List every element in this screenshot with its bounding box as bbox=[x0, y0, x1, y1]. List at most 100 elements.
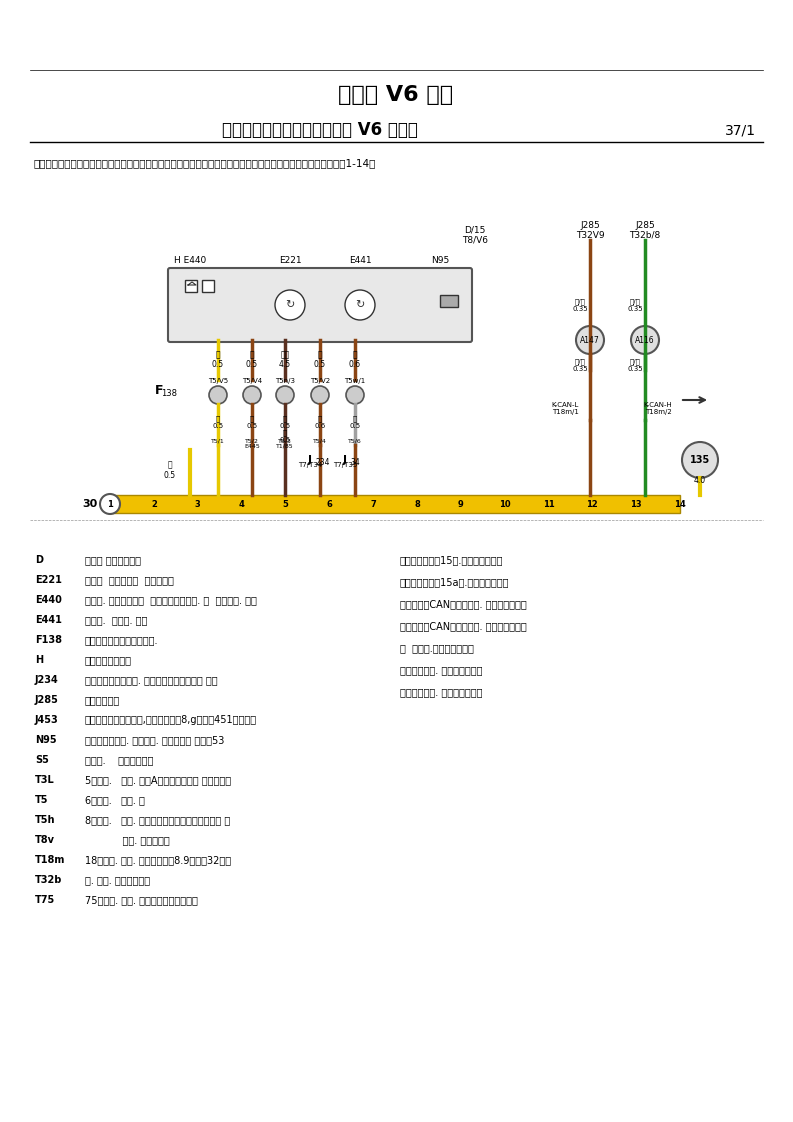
Text: J285: J285 bbox=[635, 221, 655, 230]
Text: D: D bbox=[35, 555, 43, 565]
Text: －  接地点.在中央电器左侧: － 接地点.在中央电器左侧 bbox=[400, 643, 474, 653]
Text: 黄
0.5: 黄 0.5 bbox=[213, 415, 224, 429]
Text: N95: N95 bbox=[431, 256, 449, 265]
Text: 棕/橙
0.35: 棕/橙 0.35 bbox=[627, 358, 643, 371]
Circle shape bbox=[345, 289, 375, 320]
Bar bbox=[202, 280, 214, 292]
Text: 一连接线（CAN总线高位）. 在仪表板线束内: 一连接线（CAN总线高位）. 在仪表板线束内 bbox=[400, 599, 527, 609]
Text: 7: 7 bbox=[370, 499, 376, 508]
Text: 18针插头. 黑色. 要继电器板上8.9号位上32针插: 18针插头. 黑色. 要继电器板上8.9号位上32针插 bbox=[85, 855, 231, 865]
Text: D/15: D/15 bbox=[465, 226, 485, 234]
Circle shape bbox=[576, 327, 604, 355]
Text: 13: 13 bbox=[630, 499, 642, 508]
Text: F: F bbox=[155, 384, 163, 396]
Text: 234: 234 bbox=[315, 458, 330, 467]
Text: 12: 12 bbox=[587, 499, 598, 508]
Circle shape bbox=[311, 386, 329, 404]
Text: 11: 11 bbox=[542, 499, 554, 508]
Text: H: H bbox=[35, 655, 43, 665]
Circle shape bbox=[100, 494, 120, 514]
Text: 多功能方向盘电路图（帕萨特 V6 轿车）: 多功能方向盘电路图（帕萨特 V6 轿车） bbox=[222, 121, 418, 139]
Text: 4.0: 4.0 bbox=[694, 476, 706, 485]
Text: T5/2
E445: T5/2 E445 bbox=[244, 438, 260, 449]
Text: 黄
0.5: 黄 0.5 bbox=[314, 350, 326, 369]
Text: 灰
0.5: 灰 0.5 bbox=[350, 415, 361, 429]
Text: T8/V6: T8/V6 bbox=[462, 236, 488, 245]
Text: T5/V5: T5/V5 bbox=[208, 378, 228, 384]
Text: 3: 3 bbox=[195, 499, 201, 508]
Text: 棕/橙
0.35: 棕/橙 0.35 bbox=[573, 298, 588, 312]
Bar bbox=[440, 295, 458, 307]
Text: 安全气囊的控制单元. 在中央控制台的前下方 组合: 安全气囊的控制单元. 在中央控制台的前下方 组合 bbox=[85, 675, 217, 686]
Text: E440: E440 bbox=[35, 595, 62, 605]
Text: 8针插头.   黄色. 在安全气囊螺旋型电缆连接器上 在: 8针插头. 黄色. 在安全气囊螺旋型电缆连接器上 在 bbox=[85, 815, 230, 825]
Text: T5/6: T5/6 bbox=[348, 438, 362, 443]
Text: 针插头.    在保险丝架上: 针插头. 在保险丝架上 bbox=[85, 755, 153, 765]
Text: 黑
0.5
棕
0.5: 黑 0.5 棕 0.5 bbox=[279, 415, 290, 443]
Text: 棕/橙
0.35: 棕/橙 0.35 bbox=[573, 358, 588, 371]
Text: 一连接线（CAN总线低位）. 在仪表板线束内: 一连接线（CAN总线低位）. 在仪表板线束内 bbox=[400, 620, 527, 631]
Text: 黄
0.5: 黄 0.5 bbox=[212, 350, 224, 369]
Text: T75: T75 bbox=[35, 895, 56, 905]
Text: 6: 6 bbox=[326, 499, 332, 508]
Text: T5: T5 bbox=[35, 795, 48, 804]
Text: 1: 1 bbox=[107, 499, 113, 508]
Text: 气囊气体发生器. 驾驶员侧. 在方向盘内 保险丝53: 气囊气体发生器. 驾驶员侧. 在方向盘内 保险丝53 bbox=[85, 735, 224, 745]
Circle shape bbox=[631, 327, 659, 355]
Text: S5: S5 bbox=[35, 755, 49, 765]
Bar bbox=[110, 495, 680, 513]
Text: 37/1: 37/1 bbox=[725, 123, 756, 137]
Text: T18m: T18m bbox=[35, 855, 65, 865]
Text: 30: 30 bbox=[82, 499, 98, 509]
Text: T32b/8: T32b/8 bbox=[630, 230, 661, 239]
Bar bbox=[185, 280, 197, 292]
FancyBboxPatch shape bbox=[168, 268, 472, 342]
Circle shape bbox=[275, 289, 305, 320]
Text: 头. 绿色. 在组合仪表上: 头. 绿色. 在组合仪表上 bbox=[85, 875, 150, 885]
Text: T5/4: T5/4 bbox=[313, 438, 327, 443]
Text: 8: 8 bbox=[414, 499, 419, 508]
Text: 10: 10 bbox=[499, 499, 511, 508]
Text: 喇叭按钮（开关）: 喇叭按钮（开关） bbox=[85, 655, 132, 665]
Text: K-CAN-L
T18m/1: K-CAN-L T18m/1 bbox=[551, 402, 579, 414]
Text: 作单元  方向盘中多  在方向盘上: 作单元 方向盘中多 在方向盘上 bbox=[85, 574, 174, 585]
Text: H E440: H E440 bbox=[174, 256, 206, 265]
Text: T8v: T8v bbox=[35, 835, 55, 845]
Text: ↻: ↻ bbox=[285, 300, 295, 310]
Text: 能按钮.  向盘上. 在方: 能按钮. 向盘上. 在方 bbox=[85, 615, 147, 625]
Text: 14: 14 bbox=[674, 499, 686, 508]
Text: E441: E441 bbox=[35, 615, 62, 625]
Circle shape bbox=[209, 386, 227, 404]
Text: 34: 34 bbox=[350, 458, 360, 467]
Text: E221: E221 bbox=[35, 574, 62, 585]
Text: T32V9: T32V9 bbox=[576, 230, 604, 239]
Text: 一接地连接线. 在仪表板线束内: 一接地连接线. 在仪表板线束内 bbox=[400, 665, 482, 675]
Text: T7/T34: T7/T34 bbox=[298, 462, 322, 468]
Circle shape bbox=[243, 386, 261, 404]
Text: 黄
0.5: 黄 0.5 bbox=[164, 460, 176, 480]
Text: E441: E441 bbox=[349, 256, 371, 265]
Text: 一接地连接线. 在仪表板线束内: 一接地连接线. 在仪表板线束内 bbox=[400, 687, 482, 697]
Text: 一正极连接线（15）.在仪表板线束内: 一正极连接线（15）.在仪表板线束内 bbox=[400, 555, 504, 565]
Text: K-CAN-H
T18m/2: K-CAN-H T18m/2 bbox=[644, 402, 672, 414]
Text: T5h: T5h bbox=[35, 815, 56, 825]
Text: 2: 2 bbox=[151, 499, 157, 508]
Text: A116: A116 bbox=[635, 335, 655, 344]
Text: 左关开 方向盘中销棒: 左关开 方向盘中销棒 bbox=[85, 555, 141, 565]
Text: E221: E221 bbox=[278, 256, 301, 265]
Text: 安全气囊螺旋型电缆连接器.: 安全气囊螺旋型电缆连接器. bbox=[85, 635, 159, 645]
Text: 135: 135 bbox=[690, 456, 710, 465]
Text: T5n/3: T5n/3 bbox=[275, 378, 295, 384]
Text: 能按钮. 方向盘中多功  左侧、右侧向点上. 在  方向盘上. 在方: 能按钮. 方向盘中多功 左侧、右侧向点上. 在 方向盘上. 在方 bbox=[85, 595, 257, 605]
Text: 帕萨特 V6 轿车: 帕萨特 V6 轿车 bbox=[339, 85, 454, 105]
Text: 黄
0.6: 黄 0.6 bbox=[314, 415, 326, 429]
Text: 138: 138 bbox=[161, 388, 177, 397]
Text: N95: N95 bbox=[35, 735, 56, 745]
Text: 9: 9 bbox=[458, 499, 464, 508]
Text: T32b: T32b bbox=[35, 875, 63, 885]
Text: J285: J285 bbox=[580, 221, 600, 230]
Text: 75针插头. 黄色. 在安全气囊控制单元上: 75针插头. 黄色. 在安全气囊控制单元上 bbox=[85, 895, 198, 905]
Text: 棕
0.5: 棕 0.5 bbox=[246, 350, 258, 369]
Text: J: J bbox=[343, 456, 347, 465]
Circle shape bbox=[346, 386, 364, 404]
